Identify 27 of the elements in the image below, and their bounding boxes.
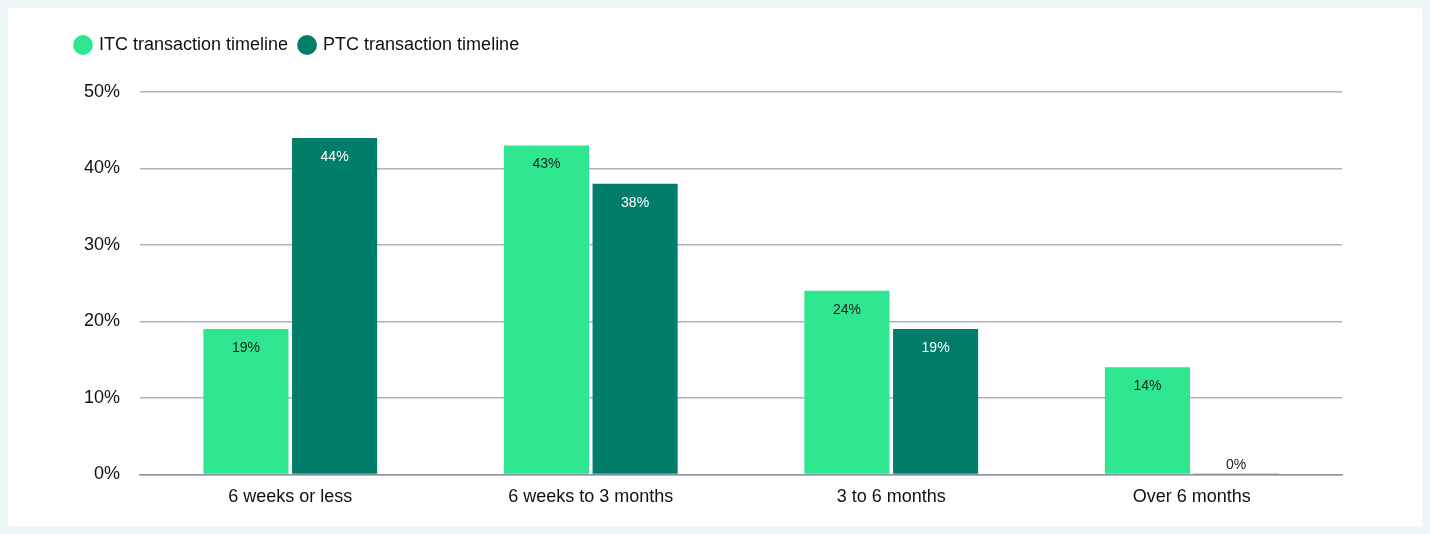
x-tick-label: Over 6 months [1132,486,1251,507]
y-tick-label: 20% [84,310,121,331]
bar [893,329,979,474]
x-tick-label: 6 weeks to 3 months [508,486,674,507]
bar [592,183,678,474]
y-tick-label: 40% [84,157,121,178]
y-tick-label: 10% [84,386,121,407]
x-tick-label: 6 weeks or less [228,486,353,507]
y-tick-label: 50% [84,80,121,101]
bar [203,329,289,474]
data-label: 24% [832,300,861,317]
bar [1104,367,1190,474]
bar [804,290,890,474]
data-label: 19% [921,338,950,355]
data-label: 19% [231,338,260,355]
legend-label: PTC transaction timeline [323,33,520,54]
data-label: 44% [320,147,349,164]
x-tick-label: 3 to 6 months [836,486,946,507]
bar [292,137,378,474]
legend-label: ITC transaction timeline [99,33,289,54]
data-label: 38% [621,193,650,210]
y-tick-label: 30% [84,233,121,254]
data-label: 14% [1133,377,1162,394]
data-label: 43% [532,155,561,172]
bar [503,145,589,474]
y-tick-label: 0% [94,463,121,484]
data-label: 0% [1225,456,1247,473]
